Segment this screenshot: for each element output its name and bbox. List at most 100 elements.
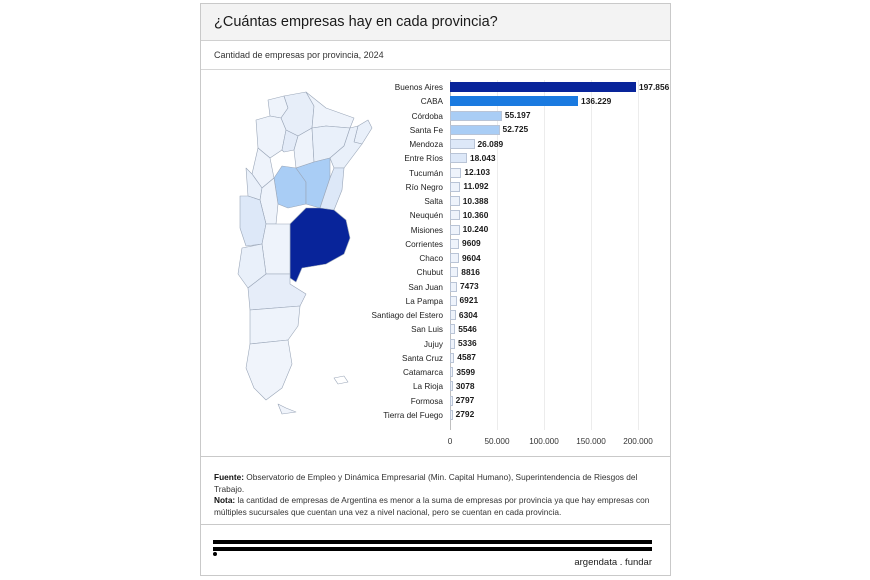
value-label: 2792 — [455, 409, 475, 420]
province-tierradelfuego — [277, 403, 297, 415]
category-label: Salta — [424, 197, 443, 206]
value-label: 136.229 — [581, 95, 612, 106]
category-label: Entre Ríos — [404, 154, 443, 164]
category-label: Jujuy — [423, 339, 443, 349]
bar — [450, 338, 456, 349]
bar — [450, 124, 500, 135]
chart-header: ¿Cuántas empresas hay en cada provincia? — [201, 4, 670, 41]
category-label: Chaco — [419, 254, 443, 263]
chart-subheader: Cantidad de empresas por provincia, 2024 — [201, 41, 670, 70]
value-label: 3078 — [455, 380, 475, 391]
value-label: 7473 — [460, 281, 479, 291]
x-tick-label: 0 — [447, 437, 453, 446]
province-corrientes — [329, 125, 363, 169]
x-tick-label: 50.000 — [484, 437, 510, 446]
category-label: Chubut — [416, 268, 443, 278]
bar — [450, 153, 467, 164]
province-santafe — [295, 157, 331, 209]
gridline — [544, 80, 545, 430]
category-label: CABA — [420, 97, 443, 107]
x-tick-label: 150.000 — [576, 437, 606, 446]
category-label: La Rioja — [412, 382, 443, 392]
bar-plot: 197.856 136.229 55.197 52.725 26.089 18.043 12… — [450, 80, 669, 430]
province-buenosaires — [289, 207, 351, 283]
brand-logo-text: argendata . fundar — [574, 557, 652, 568]
bar — [450, 267, 459, 278]
value-label: 12.103 — [464, 167, 490, 177]
chart-card: ¿Cuántas empresas hay en cada provincia?… — [200, 3, 671, 576]
x-tick-label: 200.000 — [623, 437, 653, 446]
category-label: Catamarca — [402, 368, 443, 377]
category-label: Neuquén — [409, 211, 443, 221]
bar — [450, 295, 457, 306]
bar — [450, 238, 460, 249]
category-label: Santa Cruz — [402, 353, 443, 363]
bar — [450, 310, 456, 320]
value-label: 11.092 — [463, 181, 489, 192]
bar — [450, 110, 502, 121]
bar — [450, 253, 460, 263]
value-label: 26.089 — [477, 138, 504, 149]
province-lapampa — [261, 223, 291, 275]
bar — [450, 324, 456, 335]
bar — [450, 181, 461, 192]
category-label: Tierra del Fuego — [383, 410, 443, 420]
category-label: Córdoba — [411, 111, 443, 121]
province-santacruz — [245, 339, 293, 401]
gridline — [497, 80, 498, 430]
value-label: 6304 — [458, 309, 478, 320]
brand-dot — [213, 552, 217, 556]
footnotes: Fuente: Observatorio de Empleo y Dinámic… — [214, 472, 662, 518]
value-label: 9604 — [462, 252, 481, 263]
category-label: Misiones — [410, 225, 443, 235]
x-tick-label: 100.000 — [529, 437, 559, 446]
bar — [450, 167, 462, 178]
value-label: 5336 — [458, 338, 477, 348]
value-label: 5546 — [458, 323, 477, 334]
value-label: 55.197 — [504, 110, 531, 120]
value-label: 9609 — [462, 238, 481, 249]
category-label: Formosa — [410, 396, 443, 406]
value-label: 10.388 — [462, 195, 489, 206]
category-label: San Juan — [408, 282, 443, 292]
brand-stripe-top — [213, 540, 652, 544]
value-label: 6921 — [459, 295, 479, 306]
category-label: Tucumán — [409, 168, 443, 178]
category-label: San Luis — [411, 325, 443, 335]
value-label: 52.725 — [502, 124, 529, 135]
bar — [450, 82, 636, 92]
value-label: 10.240 — [462, 224, 489, 234]
category-label: Santiago del Estero — [371, 311, 443, 320]
bar — [450, 224, 460, 235]
value-label: 10.360 — [462, 209, 489, 220]
value-label: 18.043 — [469, 152, 496, 163]
brand-stripe-bottom — [213, 547, 652, 551]
bar — [450, 196, 460, 206]
category-label: Río Negro — [405, 182, 443, 192]
value-label: 3599 — [456, 366, 476, 377]
bar — [450, 281, 458, 292]
footer-divider — [201, 524, 670, 525]
method-note: Nota: la cantidad de empresas de Argenti… — [214, 495, 650, 517]
source-note: Fuente: Observatorio de Empleo y Dinámic… — [214, 472, 638, 494]
bar — [450, 96, 579, 107]
gridline — [591, 80, 592, 430]
chart-title: ¿Cuántas empresas hay en cada provincia? — [214, 14, 498, 30]
value-label: 8816 — [461, 266, 480, 277]
value-label: 4587 — [457, 352, 476, 363]
category-label: La Pampa — [405, 296, 443, 306]
bar — [450, 367, 454, 377]
gridline — [638, 80, 639, 430]
argentina-map — [237, 91, 373, 415]
value-label: 2797 — [455, 395, 475, 405]
category-label: Buenos Aires — [394, 83, 443, 92]
bar — [450, 381, 453, 392]
islands-malvinas — [333, 375, 349, 385]
category-label: Mendoza — [409, 140, 443, 149]
chart-area: Buenos Aires CABA Córdoba Santa Fe Mendoza En… — [201, 70, 670, 457]
category-label: Corrientes — [405, 239, 443, 249]
province-chubut — [249, 305, 301, 345]
value-label: 197.856 — [638, 81, 670, 92]
province-tucuman — [281, 129, 299, 153]
chart-subtitle: Cantidad de empresas por provincia, 2024 — [214, 50, 384, 60]
